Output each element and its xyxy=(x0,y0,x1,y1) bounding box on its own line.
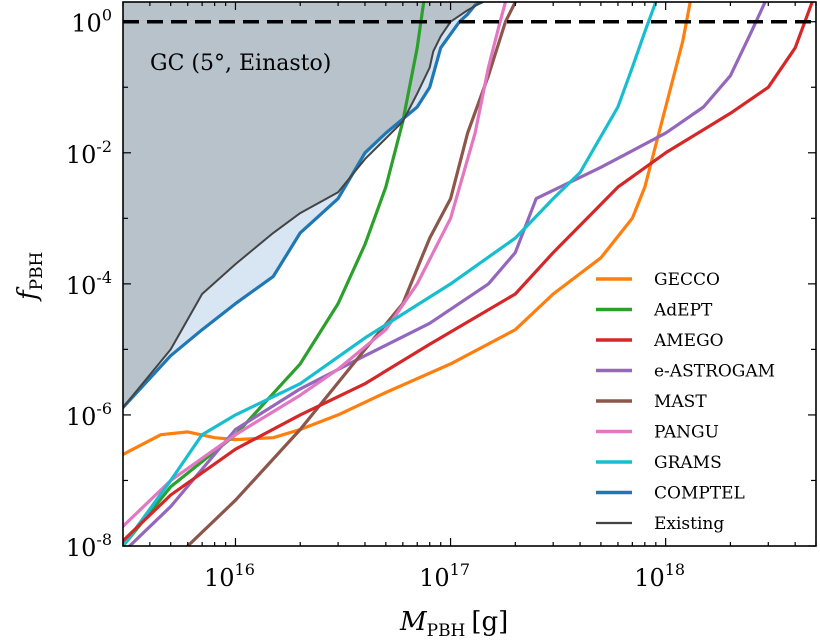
y-tick-label: 100 xyxy=(71,6,112,38)
y-axis-title: fPBH xyxy=(13,252,47,302)
x-tick-label: 1017 xyxy=(419,560,470,592)
legend-label: AdEPT xyxy=(653,301,713,321)
series-lines xyxy=(123,2,814,546)
y-axis-title-sub: PBH xyxy=(27,252,47,291)
x-axis-title: MPBH [g] xyxy=(399,607,508,641)
plot-frame xyxy=(122,1,817,547)
shaded-regions xyxy=(123,2,482,408)
legend-item-mast: MAST xyxy=(596,392,707,412)
existing-excluded-region xyxy=(123,2,482,408)
series-line-existing xyxy=(123,2,483,409)
legend-item-grams: GRAMS xyxy=(596,453,722,473)
legend-item-e-astrogam: e-ASTROGAM xyxy=(596,362,775,382)
legend-item-gecco: GECCO xyxy=(596,270,720,290)
y-tick-labels: 10-8 10-6 10-4 10-2 100 xyxy=(66,6,112,562)
y-tick-label: 10-6 xyxy=(66,399,112,431)
legend-label: AMEGO xyxy=(653,331,724,351)
series-line-mast xyxy=(186,2,517,546)
x-tick-label: 1016 xyxy=(204,560,255,592)
x-tick-label: 1018 xyxy=(634,560,685,592)
legend-item-comptel: COMPTEL xyxy=(596,484,745,504)
legend: GECCO AdEPT AMEGO e-ASTROGAM MAST PANGU GRAMS C… xyxy=(596,270,775,534)
plot-area: GC (5°, Einasto) xyxy=(123,2,816,546)
legend-label: GECCO xyxy=(654,270,720,290)
y-tick-label: 10-4 xyxy=(66,268,112,300)
y-tick-label: 10-2 xyxy=(66,137,112,169)
legend-label: COMPTEL xyxy=(654,484,745,504)
series-line-e-astrogam xyxy=(127,2,767,546)
x-tick-labels: 1016 1017 1018 xyxy=(204,560,685,592)
legend-label: Existing xyxy=(654,514,724,534)
series-line-pangu xyxy=(123,2,508,528)
series-line-gecco xyxy=(123,2,692,456)
legend-label: MAST xyxy=(654,392,707,412)
legend-item-amego: AMEGO xyxy=(596,331,724,351)
legend-item-existing: Existing xyxy=(596,514,724,534)
legend-label: GRAMS xyxy=(654,453,722,473)
x-axis-title-unit: [g] xyxy=(471,607,508,637)
legend-item-adept: AdEPT xyxy=(596,301,713,321)
series-line-grams xyxy=(123,2,658,546)
comptel-excluded-band xyxy=(123,2,482,408)
y-tick-label: 10-8 xyxy=(66,530,112,562)
legend-item-pangu: PANGU xyxy=(596,423,719,443)
legend-label: PANGU xyxy=(654,423,719,443)
x-axis-title-main: M xyxy=(399,607,428,637)
legend-label: e-ASTROGAM xyxy=(654,362,775,382)
series-line-adept xyxy=(123,2,426,546)
series-line-amego xyxy=(123,2,814,543)
x-axis-title-sub: PBH xyxy=(427,621,466,641)
series-line-comptel xyxy=(123,2,484,410)
region-annotation: GC (5°, Einasto) xyxy=(150,51,331,76)
